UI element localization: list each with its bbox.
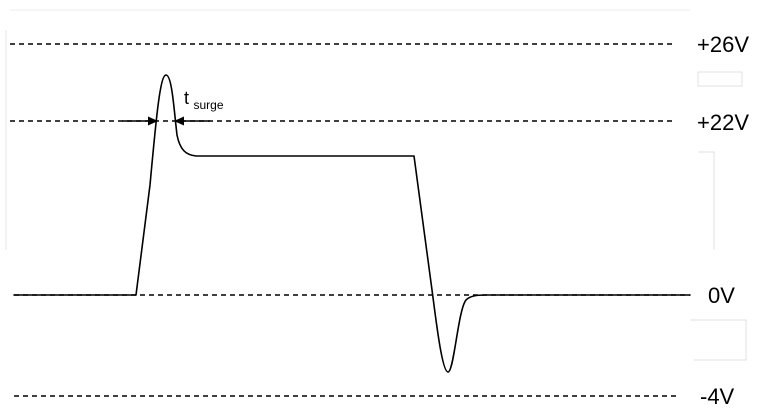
- tsurge-subscript: surge: [193, 98, 223, 112]
- tsurge-arrowhead-right: [174, 116, 184, 126]
- label-minus4: -4V: [700, 384, 735, 409]
- tsurge-arrowhead-left: [148, 116, 158, 126]
- tsurge-label: t surge: [184, 88, 224, 112]
- frame-box-right-middle: [698, 151, 715, 250]
- surge-waveform: [13, 74, 691, 373]
- label-zero: 0V: [708, 283, 735, 308]
- tsurge-symbol: t: [184, 88, 189, 108]
- frame-box-right-lower: [690, 319, 747, 361]
- frame-box-right-upper: [697, 71, 743, 87]
- label-plus22: +22V: [697, 110, 749, 135]
- label-plus26: +26V: [697, 32, 749, 57]
